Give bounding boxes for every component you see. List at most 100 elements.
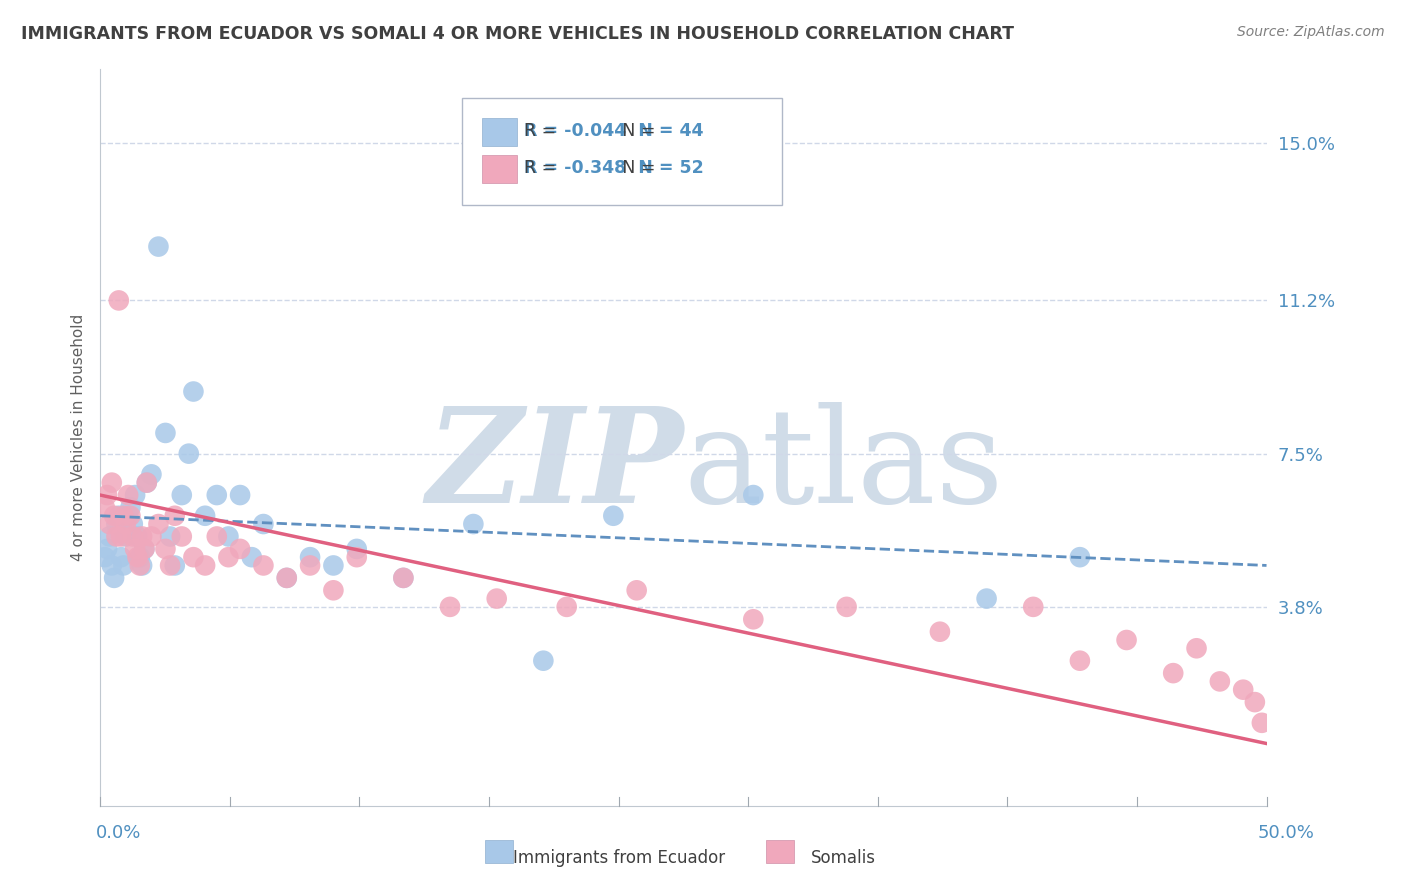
Point (94, 550, 117, 565)
Point (148, 516, 170, 531)
Point (276, 571, 298, 585)
Point (217, 550, 239, 565)
Point (94, 500, 117, 515)
Point (134, 541, 156, 556)
Point (626, 583, 648, 598)
Text: ZIP: ZIP (426, 402, 683, 531)
Text: IMMIGRANTS FROM ECUADOR VS SOMALI 4 OR MORE VEHICLES IN HOUSEHOLD CORRELATION CH: IMMIGRANTS FROM ECUADOR VS SOMALI 4 OR M… (21, 25, 1014, 43)
Point (531, 654, 554, 668)
Point (252, 516, 274, 531)
Text: R = -0.044  N = 44: R = -0.044 N = 44 (523, 122, 703, 140)
Point (141, 467, 163, 482)
Point (299, 550, 322, 565)
Text: R = -0.348  N = 52: R = -0.348 N = 52 (523, 159, 703, 177)
Point (131, 529, 153, 543)
Point (148, 239, 170, 253)
Point (163, 558, 186, 573)
Point (183, 550, 205, 565)
Point (105, 529, 128, 543)
Point (101, 558, 124, 573)
Point (1069, 550, 1091, 565)
Point (217, 529, 239, 543)
Point (114, 529, 136, 543)
Point (124, 541, 146, 556)
Point (131, 558, 153, 573)
Point (463, 516, 485, 531)
Point (555, 599, 578, 614)
Point (183, 384, 205, 399)
Point (121, 529, 143, 543)
Point (121, 516, 143, 531)
Point (976, 591, 998, 606)
Point (602, 508, 624, 523)
Point (105, 516, 128, 531)
Point (205, 488, 228, 502)
Y-axis label: 4 or more Vehicles in Household: 4 or more Vehicles in Household (72, 313, 86, 561)
Point (485, 591, 508, 606)
Point (101, 475, 124, 490)
Point (229, 488, 252, 502)
Point (194, 558, 217, 573)
Point (155, 541, 177, 556)
Text: Source: ZipAtlas.com: Source: ZipAtlas.com (1237, 25, 1385, 39)
Point (1115, 632, 1137, 647)
Text: R =            N =: R = N = (523, 122, 666, 140)
Point (112, 508, 135, 523)
Point (96, 488, 118, 502)
FancyBboxPatch shape (461, 98, 783, 205)
Point (194, 508, 217, 523)
Point (128, 558, 150, 573)
Point (346, 550, 368, 565)
Point (276, 571, 298, 585)
Point (120, 500, 142, 515)
Text: atlas: atlas (683, 402, 1004, 531)
Point (98, 516, 121, 531)
Point (177, 447, 200, 461)
Point (96, 541, 118, 556)
Point (159, 558, 181, 573)
Bar (481, 118, 516, 146)
Text: Immigrants from Ecuador: Immigrants from Ecuador (513, 849, 724, 867)
Bar (481, 155, 516, 183)
Point (117, 508, 139, 523)
Point (229, 541, 252, 556)
Text: 50.0%: 50.0% (1258, 824, 1315, 842)
Point (170, 488, 193, 502)
Point (1161, 666, 1184, 681)
Point (835, 599, 858, 614)
Point (124, 488, 146, 502)
Point (170, 529, 193, 543)
Point (392, 571, 415, 585)
Point (1209, 674, 1232, 689)
Point (135, 475, 157, 490)
Point (103, 508, 125, 523)
Point (112, 558, 135, 573)
Point (1244, 695, 1267, 709)
Point (252, 558, 274, 573)
Point (322, 583, 344, 598)
Point (742, 612, 765, 626)
Point (1069, 654, 1091, 668)
Point (110, 550, 132, 565)
Point (159, 529, 181, 543)
Point (392, 571, 415, 585)
Point (103, 571, 125, 585)
Point (299, 558, 322, 573)
Point (205, 529, 228, 543)
Point (155, 425, 177, 440)
Point (1232, 682, 1254, 697)
Point (110, 529, 132, 543)
Point (1250, 715, 1272, 730)
Point (120, 508, 142, 523)
Point (240, 550, 263, 565)
Point (98, 529, 121, 543)
Text: 0.0%: 0.0% (96, 824, 141, 842)
Point (107, 508, 129, 523)
Bar (766, 840, 794, 863)
Text: Somalis: Somalis (811, 849, 876, 867)
Point (114, 516, 136, 531)
Point (127, 550, 149, 565)
Point (929, 624, 952, 639)
Point (1185, 641, 1208, 656)
Point (127, 529, 149, 543)
